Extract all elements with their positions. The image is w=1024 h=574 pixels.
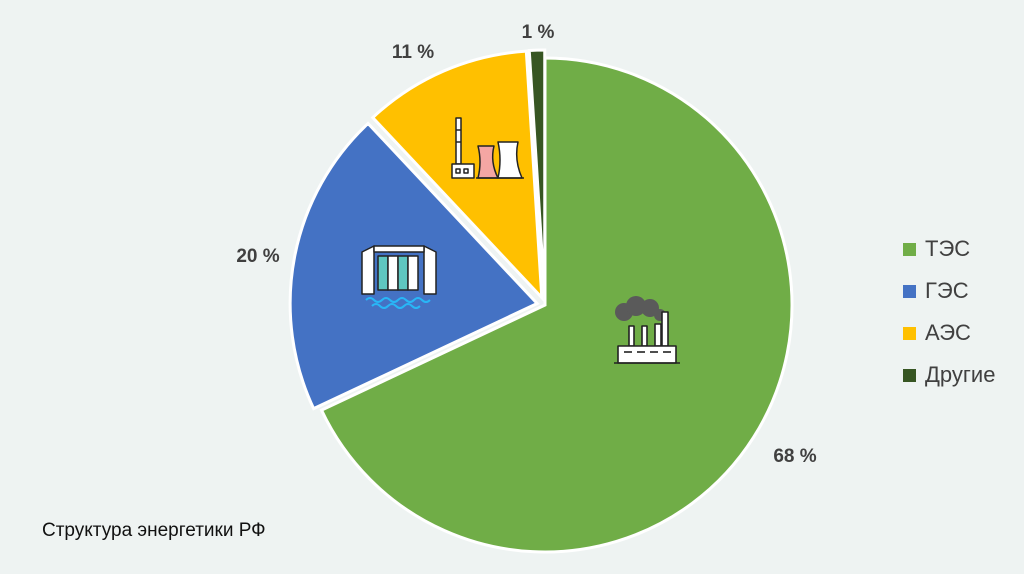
legend-item-aes: АЭС [903, 312, 995, 354]
legend-label: ГЭС [925, 278, 969, 303]
legend-swatch [903, 242, 916, 256]
chart-caption: Структура энергетики РФ [42, 520, 266, 541]
chart-legend: ТЭС ГЭС АЭС Другие [903, 228, 995, 396]
thermal-plant-icon [614, 296, 680, 364]
data-label: 20 % [236, 246, 279, 267]
legend-swatch [903, 368, 916, 382]
legend-swatch [903, 326, 916, 340]
nuclear-plant-icon [451, 117, 524, 179]
data-label: 11 % [392, 42, 434, 63]
legend-item-tes: ТЭС [903, 228, 995, 270]
legend-label: ТЭС [925, 236, 971, 261]
legend-swatch [903, 284, 916, 298]
legend-label: АЭС [925, 320, 971, 345]
data-label: 1 % [522, 22, 555, 43]
hydro-dam-icon [361, 245, 437, 309]
legend-label: Другие [925, 362, 996, 387]
data-label: 68 % [773, 446, 816, 467]
pie-slices [288, 48, 794, 554]
legend-item-other: Другие [903, 354, 995, 396]
legend-item-ges: ГЭС [903, 270, 995, 312]
pie-slice-other [527, 48, 547, 298]
pie-data-labels: 68 % 20 % 11 % 1 % [236, 22, 816, 467]
pie-slice-tes [319, 56, 794, 554]
